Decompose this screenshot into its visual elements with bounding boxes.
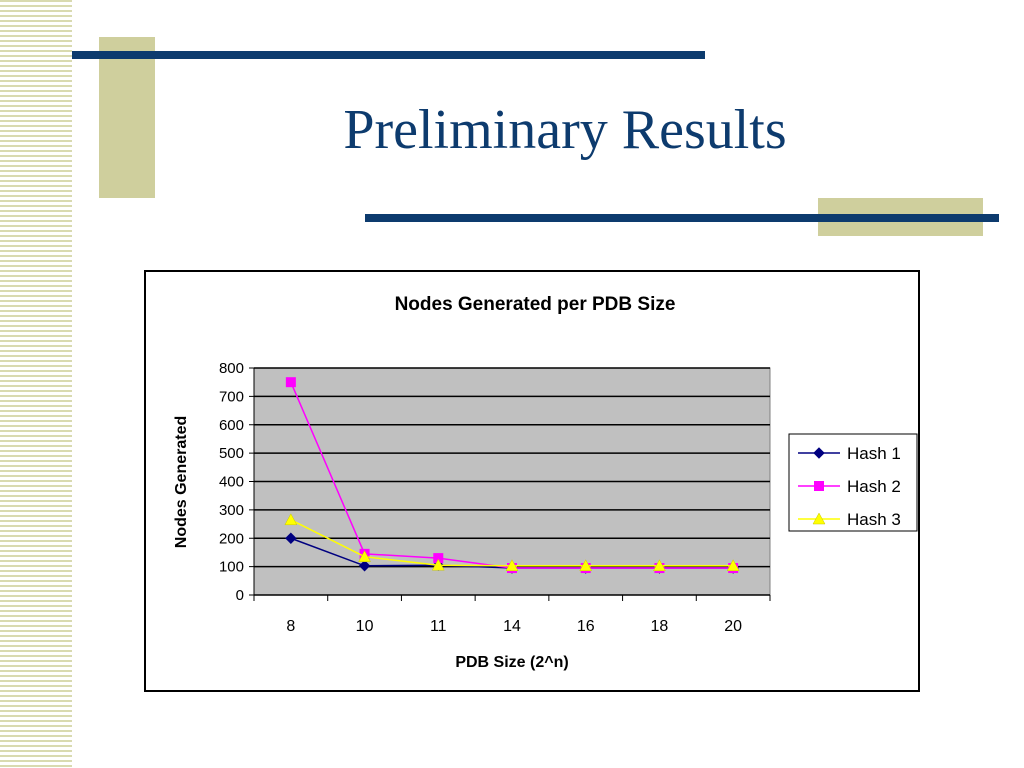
data-point [285,532,297,544]
y-tick-label: 300 [219,502,244,519]
decor-navy-bar-bottom [365,214,999,222]
y-tick-label: 0 [236,587,244,604]
data-point [285,377,296,388]
legend-marker [812,512,826,525]
axes: 0 100 200 300 400 500 600 700 800 8 10 11 14 16 18 20 [219,360,771,635]
y-tick-label: 100 [219,559,244,576]
x-tick-label: 18 [651,618,669,635]
y-axis-label: Nodes Generated [173,416,190,548]
x-tick-label: 11 [430,618,447,635]
legend-label: Hash 3 [847,510,901,529]
x-tick-label: 10 [356,618,374,635]
series-group [284,377,740,574]
legend-label: Hash 1 [847,444,901,463]
data-point [358,560,371,572]
legend-label: Hash 2 [847,477,901,496]
y-tick-label: 500 [219,445,244,462]
chart-title: Nodes Generated per PDB Size [395,294,676,315]
y-tick-label: 600 [219,417,244,434]
data-point [358,550,371,562]
x-axis-label: PDB Size (2^n) [455,654,568,671]
x-tick-label: 8 [286,618,295,635]
y-tick-label: 800 [219,360,244,377]
data-point [284,513,298,526]
gridlines [254,367,770,568]
x-tick-label: 14 [503,618,521,635]
legend-marker [814,481,824,491]
y-tick-label: 200 [219,530,244,547]
y-tick-label: 400 [219,474,244,491]
data-point [431,558,445,571]
data-point [726,559,740,572]
legend-marker [813,447,825,459]
x-tick-label: 16 [577,618,595,635]
data-point [653,559,666,572]
data-point [579,559,593,572]
line-chart: Nodes Generated per PDB Size 0 100 200 300 4… [173,294,918,671]
y-tick-label: 700 [219,388,244,405]
decor-khaki-block-top [99,37,155,198]
legend: Hash 1 Hash 2 Hash 3 [788,433,918,532]
data-point [505,559,519,572]
x-tick-label: 20 [724,618,742,635]
chart-frame: Nodes Generated per PDB Size 0 100 200 300 4… [144,270,920,692]
legend-box [788,433,918,532]
decor-navy-bar-top [72,51,705,59]
decorative-stripes [0,0,72,768]
page-title: Preliminary Results [343,99,787,161]
